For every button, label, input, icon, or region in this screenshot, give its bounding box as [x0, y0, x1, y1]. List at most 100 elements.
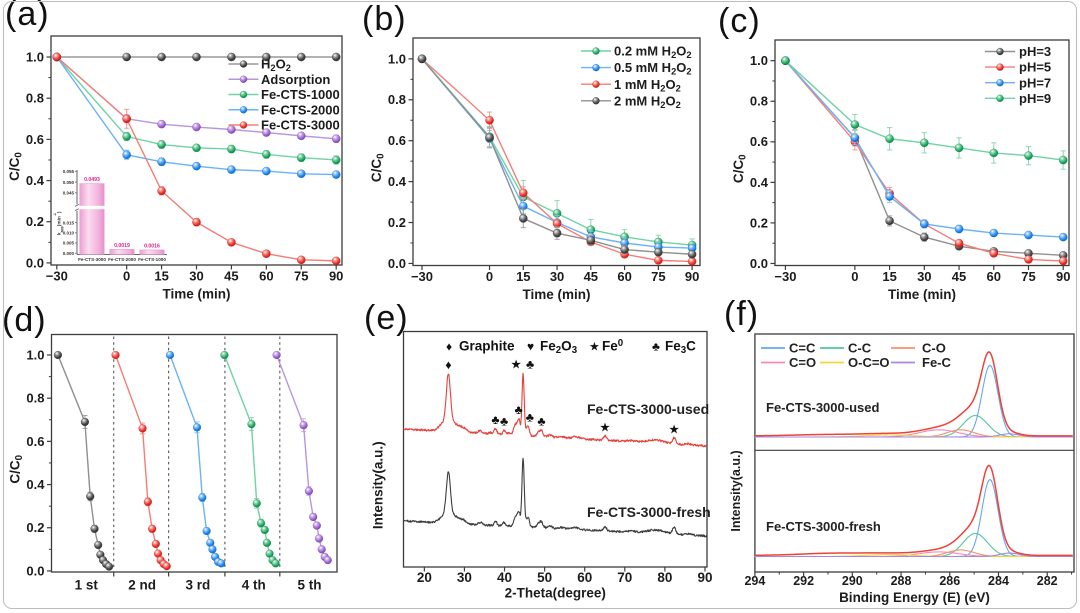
- svg-text:Fe-CTS-1000: Fe-CTS-1000: [138, 257, 166, 262]
- svg-text:♣: ♣: [652, 340, 660, 354]
- svg-text:♣: ♣: [514, 403, 522, 417]
- svg-text:40: 40: [497, 570, 512, 585]
- svg-text:0: 0: [123, 269, 130, 284]
- svg-text:1.0: 1.0: [750, 53, 768, 68]
- svg-text:C-O: C-O: [922, 341, 946, 356]
- svg-text:♥: ♥: [527, 340, 534, 354]
- svg-text:Fe2O3: Fe2O3: [540, 339, 578, 357]
- svg-text:0.4: 0.4: [750, 175, 769, 190]
- svg-text:290: 290: [842, 574, 863, 588]
- svg-text:0.055: 0.055: [63, 169, 75, 174]
- svg-text:0.2: 0.2: [388, 215, 406, 230]
- svg-text:C=O: C=O: [789, 355, 816, 370]
- svg-text:80: 80: [657, 570, 672, 585]
- svg-text:0.0: 0.0: [26, 563, 44, 578]
- svg-text:0.0: 0.0: [26, 255, 44, 270]
- data-series: [781, 56, 1068, 266]
- svg-text:90: 90: [1056, 269, 1070, 284]
- svg-text:90: 90: [329, 269, 343, 284]
- panel-label-a: (a): [5, 0, 50, 33]
- svg-text:284: 284: [988, 574, 1009, 588]
- panel-label-c: (c): [718, 2, 761, 40]
- svg-text:0.4: 0.4: [388, 174, 407, 189]
- svg-text:Time (min): Time (min): [162, 287, 230, 302]
- svg-text:75: 75: [651, 269, 665, 284]
- svg-text:0.6: 0.6: [26, 434, 44, 449]
- svg-text:C/C0: C/C0: [731, 154, 749, 183]
- svg-text:Binding Energy (E) (eV): Binding Energy (E) (eV): [839, 590, 990, 605]
- svg-text:60: 60: [987, 269, 1001, 284]
- svg-text:kapp(min-1): kapp(min-1): [53, 211, 64, 235]
- svg-text:0.4: 0.4: [26, 173, 45, 188]
- panel-label-f: (f): [724, 295, 760, 333]
- svg-text:20: 20: [417, 570, 432, 585]
- axis-ticks: 0.0 0.2 0.4 0.6 0.8 1.0 −30 0 15 30 45 60 75 90: [750, 53, 1071, 284]
- svg-text:0.8: 0.8: [750, 94, 768, 109]
- svg-text:0.015: 0.015: [63, 220, 75, 225]
- panel-b: 0.0 0.2 0.4 0.6 0.8 1.0 −30 0 15 30 45 60 75 90 Time (…: [369, 37, 701, 302]
- svg-text:0.6: 0.6: [750, 134, 768, 149]
- panel-label-e: (e): [364, 299, 409, 337]
- svg-text:♣: ♣: [526, 358, 534, 372]
- svg-text:5 th: 5 th: [298, 578, 322, 593]
- svg-text:Adsorption: Adsorption: [261, 72, 330, 87]
- svg-text:★: ★: [510, 358, 521, 372]
- svg-text:C/C0: C/C0: [369, 153, 387, 182]
- svg-text:1.0: 1.0: [26, 347, 44, 362]
- svg-text:0.2 mM H2O2: 0.2 mM H2O2: [614, 44, 692, 61]
- svg-text:♣: ♣: [537, 415, 545, 429]
- panel-f: 294 292 290 288 286 284 282 Binding Energy (E) …: [729, 333, 1075, 605]
- svg-text:45: 45: [952, 269, 966, 284]
- svg-text:Time (min): Time (min): [888, 287, 956, 302]
- svg-text:70: 70: [617, 570, 632, 585]
- panel-c: 0.0 0.2 0.4 0.6 0.8 1.0 −30 0 15 30 45 60 75 90 Time (…: [731, 39, 1071, 302]
- svg-text:3 rd: 3 rd: [186, 578, 211, 593]
- svg-text:★: ★: [599, 420, 610, 434]
- svg-text:0.0016: 0.0016: [144, 243, 160, 249]
- data-series: [53, 350, 332, 571]
- svg-text:60: 60: [259, 269, 273, 284]
- svg-text:2-Theta(degree): 2-Theta(degree): [505, 586, 606, 601]
- svg-text:Fe0: Fe0: [602, 338, 623, 354]
- svg-text:60: 60: [577, 570, 592, 585]
- svg-text:2 mM H2O2: 2 mM H2O2: [614, 93, 681, 110]
- data-series: [417, 54, 697, 266]
- svg-text:15: 15: [882, 269, 896, 284]
- svg-text:Fe-CTS-3000: Fe-CTS-3000: [261, 118, 340, 133]
- svg-text:30: 30: [917, 269, 931, 284]
- panel-d: 0.0 0.2 0.4 0.6 0.8 1.0 1 st 2 nd 3 rd 4 th 5 th C/…: [8, 333, 338, 593]
- legend: H2O2AdsorptionFe-CTS-1000Fe-CTS-2000Fe-C…: [228, 57, 340, 133]
- svg-text:294: 294: [744, 574, 765, 588]
- svg-text:0.5 mM H2O2: 0.5 mM H2O2: [614, 60, 692, 77]
- svg-text:286: 286: [939, 574, 960, 588]
- axis-ticks: 0.0 0.2 0.4 0.6 0.8 1.0 −30 0 15 30 45 60 75 90: [26, 49, 343, 283]
- panel-a: 0.0 0.2 0.4 0.6 0.8 1.0 −30 0 15 30 45 60 75 90 Time (…: [7, 35, 343, 302]
- svg-text:Fe-CTS-3000: Fe-CTS-3000: [78, 257, 106, 262]
- svg-text:75: 75: [1021, 269, 1035, 284]
- svg-text:45: 45: [224, 269, 238, 284]
- svg-text:Intensity(a.u.): Intensity(a.u.): [371, 441, 386, 529]
- svg-text:50: 50: [537, 570, 552, 585]
- svg-text:1 mM H2O2: 1 mM H2O2: [614, 77, 681, 94]
- svg-text:pH=3: pH=3: [1019, 44, 1051, 59]
- svg-text:Fe-CTS-3000-fresh: Fe-CTS-3000-fresh: [587, 504, 711, 520]
- svg-text:0.2: 0.2: [26, 520, 44, 535]
- svg-text:0.8: 0.8: [26, 391, 44, 406]
- axis-ticks: 0.0 0.2 0.4 0.6 0.8 1.0 −30 0 15 30 45 60 75 90: [388, 51, 699, 284]
- svg-text:0.045: 0.045: [63, 191, 75, 196]
- svg-text:15: 15: [154, 269, 168, 284]
- svg-text:pH=9: pH=9: [1019, 91, 1051, 106]
- svg-text:0: 0: [486, 269, 493, 284]
- svg-text:292: 292: [793, 574, 814, 588]
- svg-text:★: ★: [589, 340, 600, 354]
- svg-text:C/C0: C/C0: [7, 152, 25, 181]
- svg-text:90: 90: [685, 269, 699, 284]
- svg-text:Fe-CTS-3000-used: Fe-CTS-3000-used: [766, 400, 879, 415]
- svg-text:−30: −30: [46, 269, 68, 284]
- svg-text:H2O2: H2O2: [261, 57, 291, 74]
- svg-text:Fe-CTS-3000-used: Fe-CTS-3000-used: [587, 401, 709, 417]
- svg-text:0.6: 0.6: [388, 133, 406, 148]
- legend: C=C C-C C-O C=O O-C=O Fe-C: [761, 341, 952, 370]
